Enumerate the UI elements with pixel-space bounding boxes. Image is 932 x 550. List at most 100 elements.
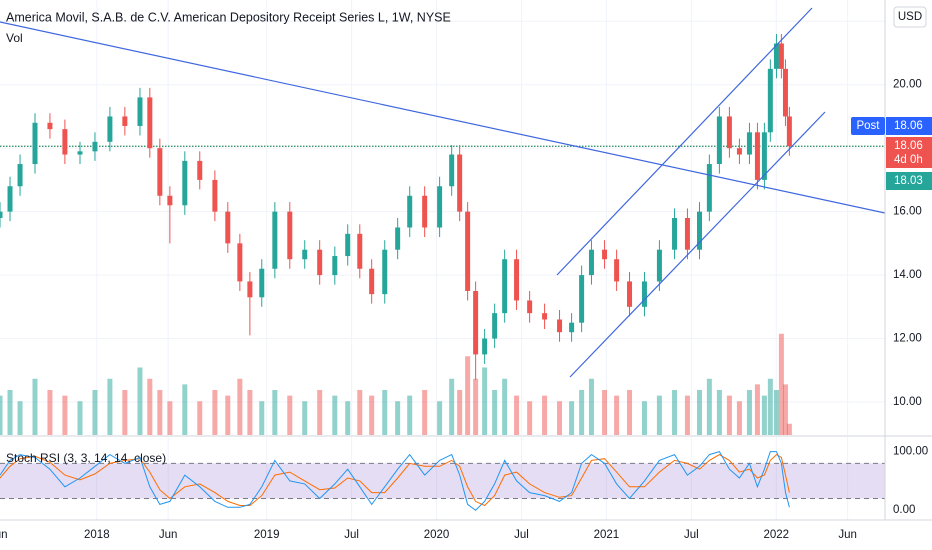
volume-bar [332, 395, 338, 435]
volume-bar [716, 390, 722, 435]
volume-bar [225, 395, 231, 435]
volume-bar [672, 390, 678, 435]
candle-body [345, 233, 351, 257]
candle-body [7, 186, 13, 212]
candle-body [672, 217, 678, 250]
candle-body [761, 132, 767, 180]
stoch-d-line [0, 453, 790, 507]
volume-bar [369, 395, 375, 435]
candle-body [147, 97, 153, 149]
candle-body [237, 243, 243, 282]
candle-body [357, 233, 363, 269]
volume-bar [345, 401, 351, 435]
volume-bar [92, 390, 98, 435]
prev-price: 18.03 [894, 175, 923, 187]
volume-bar [437, 401, 443, 435]
channel-upper [556, 7, 813, 276]
chart-title: America Movil, S.A.B. de C.V. American D… [6, 10, 451, 24]
x-tick-label: 2018 [84, 529, 110, 541]
candle-body [602, 249, 608, 260]
candle-body [107, 116, 113, 142]
candle-body [437, 186, 443, 228]
candle-body [157, 148, 163, 196]
volume-bar [778, 333, 784, 435]
candle-body [32, 122, 38, 165]
candle-body [754, 132, 760, 180]
candle-body [782, 68, 788, 117]
x-tick-label: 2022 [763, 529, 789, 541]
candle-body [542, 313, 548, 320]
candle-body [369, 268, 375, 295]
candle-body [706, 164, 712, 212]
trend-lines [0, 7, 885, 378]
candle-body [182, 160, 188, 206]
last-price: 18.06 [894, 140, 923, 152]
volume-bar [32, 378, 38, 435]
volume-bar [137, 367, 143, 435]
volume-bar [107, 378, 113, 435]
x-tick-label: Jul [344, 529, 359, 541]
volume-bar [588, 378, 594, 435]
volume-bar [579, 390, 585, 435]
volume-bar [317, 390, 323, 435]
candle-body [47, 122, 53, 130]
currency-label[interactable]: USD [898, 11, 922, 23]
x-tick-label: 2021 [594, 529, 620, 541]
volume-bar [641, 401, 647, 435]
candle-body [457, 154, 463, 212]
candle-body [684, 217, 690, 250]
volume-bar [449, 378, 455, 435]
candle-body [167, 195, 173, 206]
candle-body [77, 151, 83, 155]
volume-bar [382, 390, 388, 435]
candle-body [122, 116, 128, 126]
x-tick-label: 2020 [424, 529, 450, 541]
volume-bar [569, 401, 575, 435]
x-tick-label: 2019 [254, 529, 280, 541]
candle-body [527, 300, 533, 314]
candle-body [482, 338, 488, 355]
volume-bar [407, 395, 413, 435]
currency-button[interactable] [893, 6, 927, 28]
volume-bar [767, 378, 773, 435]
volume-bar [684, 395, 690, 435]
volume-bar [422, 390, 428, 435]
volume-bar [302, 401, 308, 435]
volume-bar [147, 378, 153, 435]
x-tick-label: Jul [514, 529, 529, 541]
volume-bar [706, 378, 712, 435]
candle-body [716, 116, 722, 165]
x-tick-label: Jun [0, 529, 8, 541]
volume-bar [656, 395, 662, 435]
volume-bar [272, 390, 278, 435]
channel-lower [569, 111, 826, 378]
stoch-pane [0, 437, 885, 520]
y-tick-label: 16.00 [893, 206, 922, 218]
volume-bar [482, 367, 488, 435]
volume-bar [502, 378, 508, 435]
candle-body [247, 281, 253, 298]
volume-bar [557, 401, 563, 435]
volume-bar [197, 401, 203, 435]
volume-bar [736, 401, 742, 435]
volume-bar [77, 401, 83, 435]
candle-body [656, 249, 662, 282]
candle-body [614, 259, 620, 282]
volume-bar [542, 395, 548, 435]
volume-bar [7, 390, 13, 435]
volume-bar [122, 390, 128, 435]
candle-body [726, 116, 732, 149]
volume-label: Vol [6, 31, 23, 45]
candle-body [473, 290, 479, 355]
stoch-title: Stoch RSI (3, 3, 14, 14, close) [6, 451, 166, 465]
volume-bar [697, 390, 703, 435]
volume-bar [247, 390, 253, 435]
volume-bar [17, 401, 23, 435]
candle-body [407, 195, 413, 228]
volume-bar [47, 390, 53, 435]
volume-bar [754, 384, 760, 435]
candle-body [502, 259, 508, 314]
candle-body [773, 43, 779, 69]
candle-body [465, 211, 471, 291]
